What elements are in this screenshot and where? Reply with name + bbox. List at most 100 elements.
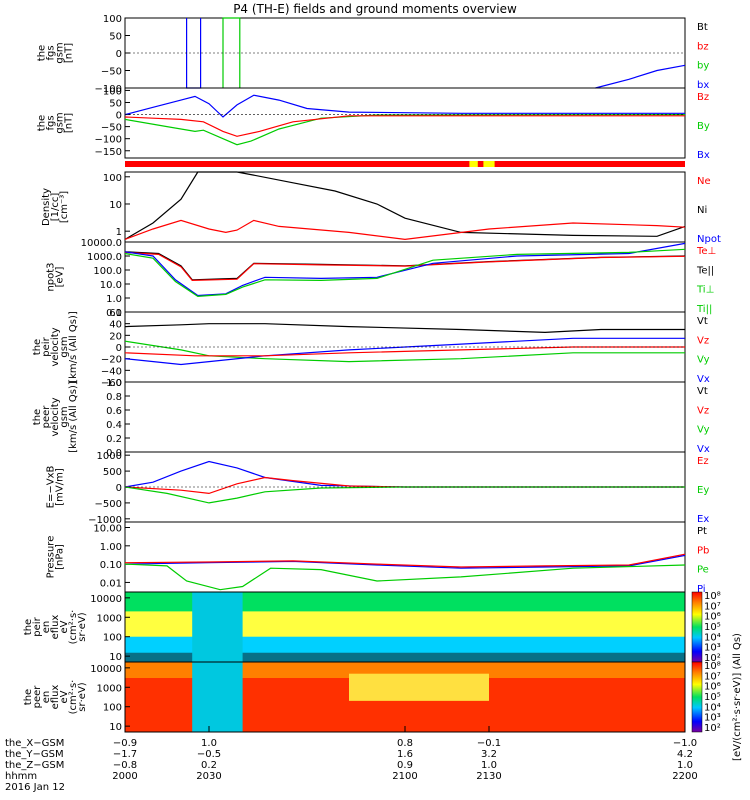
legend-entry: Pi — [697, 584, 706, 595]
y-tick-label: −50 — [101, 67, 122, 78]
x-tick-label: 2030 — [196, 771, 221, 782]
series-line — [124, 476, 685, 495]
y-tick-label: 100 — [103, 14, 122, 25]
colorbar-tick-label: 10⁷ — [704, 671, 721, 682]
y-axis-label: gsm — [55, 42, 66, 63]
legend-entry: by — [697, 61, 709, 72]
x-tick-label: −0.8 — [113, 760, 137, 771]
y-tick-label: 0 — [116, 49, 122, 60]
heatmap-band — [125, 592, 685, 612]
x-tick-label: 1.0 — [481, 760, 497, 771]
y-tick-label: 0.10 — [100, 560, 122, 571]
y-axis-label: sr·eV) — [77, 682, 88, 711]
series-line — [124, 219, 686, 241]
y-tick-label: 0.1 — [106, 308, 122, 319]
x-tick-label: 0.9 — [397, 760, 413, 771]
y-axis-label: the — [32, 409, 43, 425]
y-axis-label: peir — [32, 616, 43, 636]
page-title: P4 (TH-E) fields and ground moments over… — [233, 2, 517, 16]
legend-entry: Vy — [697, 425, 710, 436]
y-tick-label: 1 — [116, 227, 122, 238]
y-axis-label: [nPa] — [55, 544, 66, 570]
y-tick-label: 500 — [103, 467, 122, 478]
y-tick-label: 100.0 — [93, 266, 122, 277]
x-tick-label: −0.1 — [477, 738, 501, 749]
series-line — [124, 248, 686, 298]
y-axis-label: [cm⁻³] — [59, 191, 70, 223]
colorbar-tick-label: 10⁸ — [704, 661, 721, 672]
y-tick-label: 20 — [109, 331, 122, 342]
legend-entry: Pb — [697, 545, 709, 556]
y-tick-label: −100 — [95, 84, 122, 95]
legend-entry: Bz — [697, 92, 709, 103]
y-tick-label: 50 — [109, 32, 122, 43]
series-line — [124, 171, 686, 240]
colorbar-tick-label: 10⁶ — [704, 612, 721, 623]
series-line — [124, 553, 686, 568]
y-tick-label: 0 — [116, 343, 122, 354]
y-axis-label: eflux — [50, 615, 61, 640]
y-tick-label: 100 — [103, 633, 122, 644]
legend-entry: bz — [697, 41, 709, 52]
y-axis-label: [nT] — [64, 113, 75, 133]
y-tick-label: 10.00 — [93, 524, 122, 535]
series-line — [124, 563, 686, 591]
y-axis-label: Pressure — [46, 536, 57, 579]
y-axis-label: velocity — [50, 327, 61, 366]
y-tick-label: 0.0 — [106, 448, 122, 459]
series-line — [595, 64, 686, 89]
heatmap-gap-region — [192, 662, 243, 732]
y-tick-label: 40 — [109, 320, 122, 331]
y-axis-label: gsm — [59, 336, 70, 357]
x-tick-label: 2000 — [112, 771, 137, 782]
heatmap-band — [349, 673, 489, 701]
legend-entry: Vt — [697, 316, 708, 327]
y-tick-label: −500 — [95, 499, 122, 510]
y-axis-label: [mV/m] — [55, 468, 66, 506]
y-tick-label: 100 — [103, 703, 122, 714]
x-tick-label: 0.8 — [397, 738, 413, 749]
series-line — [124, 554, 686, 569]
legend-entry: Te|| — [696, 265, 714, 276]
series-line — [124, 323, 685, 334]
y-axis-label: en — [41, 621, 52, 634]
series-line — [124, 251, 686, 282]
mode-bar-segment — [469, 161, 478, 167]
y-tick-label: 1000 — [97, 613, 122, 624]
legend-entry: Bx — [697, 150, 710, 161]
panel-frame — [124, 87, 686, 159]
y-axis-label: peer — [32, 685, 43, 709]
y-axis-label: fgs — [46, 115, 57, 130]
y-tick-label: 10 — [109, 652, 122, 663]
x-axis-row-label: the_Y−GSM — [5, 749, 64, 760]
x-tick-label: 4.2 — [677, 749, 693, 760]
legend-entry: Ey — [697, 485, 709, 496]
y-axis-label: [eV] — [55, 267, 66, 288]
y-axis-label: E=−VxB — [46, 466, 57, 509]
colorbar-tick-label: 10⁵ — [704, 622, 721, 633]
y-tick-label: 10000 — [90, 664, 122, 675]
y-axis-label: [km/s (All Qs)] — [68, 311, 79, 383]
legend-entry: Pt — [697, 526, 707, 537]
colorbar-tick-label: 10² — [704, 723, 721, 734]
colorbar-label: [eV/(cm²·s·sr·eV)] (All Qs) — [732, 633, 743, 761]
y-tick-label: 1000.0 — [87, 252, 122, 263]
series-line — [124, 94, 685, 118]
legend-entry: Vz — [697, 335, 709, 346]
x-tick-label: 0.2 — [201, 760, 217, 771]
legend-entry: Vy — [697, 355, 710, 366]
x-axis-row-label: the_X−GSM — [5, 738, 64, 749]
y-tick-label: −50 — [101, 123, 122, 134]
x-tick-label: 3.2 — [481, 749, 497, 760]
legend-entry: Te⊥ — [696, 246, 716, 257]
colorbar-tick-label: 10⁴ — [704, 702, 721, 713]
y-axis-label: gsm — [59, 406, 70, 427]
y-tick-label: −100 — [95, 135, 122, 146]
y-axis-label: the — [23, 689, 34, 705]
panel-frame — [124, 521, 686, 593]
y-axis-label: eflux — [50, 685, 61, 710]
x-tick-label: 1.6 — [397, 749, 413, 760]
y-tick-label: 0.8 — [106, 392, 122, 403]
y-tick-label: 1.00 — [100, 542, 122, 553]
y-axis-label: gsm — [55, 112, 66, 133]
